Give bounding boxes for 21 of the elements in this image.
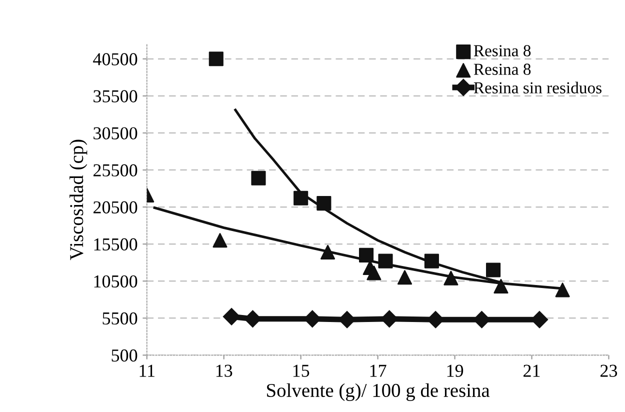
x-tick-label: 21 [524, 364, 540, 377]
y-tick-label: 500 [112, 349, 138, 362]
x-tick-label: 15 [293, 364, 310, 377]
y-tick-label: 10500 [94, 275, 138, 288]
y-tick-label: 25500 [94, 164, 138, 176]
legend-label: Resina sin residuos [474, 82, 602, 94]
legend-label: Resina 8 [474, 45, 531, 56]
legend-label: Resina 8 [474, 64, 531, 75]
x-tick-label: 17 [370, 364, 386, 377]
y-tick-label: 30500 [94, 127, 138, 140]
x-tick-label: 19 [447, 364, 464, 377]
y-tick-label: 5500 [102, 312, 138, 325]
y-tick-label: 35500 [94, 90, 138, 102]
y-axis-title: Viscosidad (cp) [70, 140, 88, 260]
x-tick-label: 23 [600, 364, 618, 377]
y-tick-label: 15500 [94, 238, 138, 250]
y-tick-label: 40500 [93, 53, 138, 66]
y-tick-label: 20500 [94, 201, 138, 214]
x-tick-label: 11 [140, 364, 154, 377]
x-axis-title: Solvente (g)/ 100 g de resina [267, 383, 490, 402]
x-tick-label: 13 [216, 364, 232, 377]
